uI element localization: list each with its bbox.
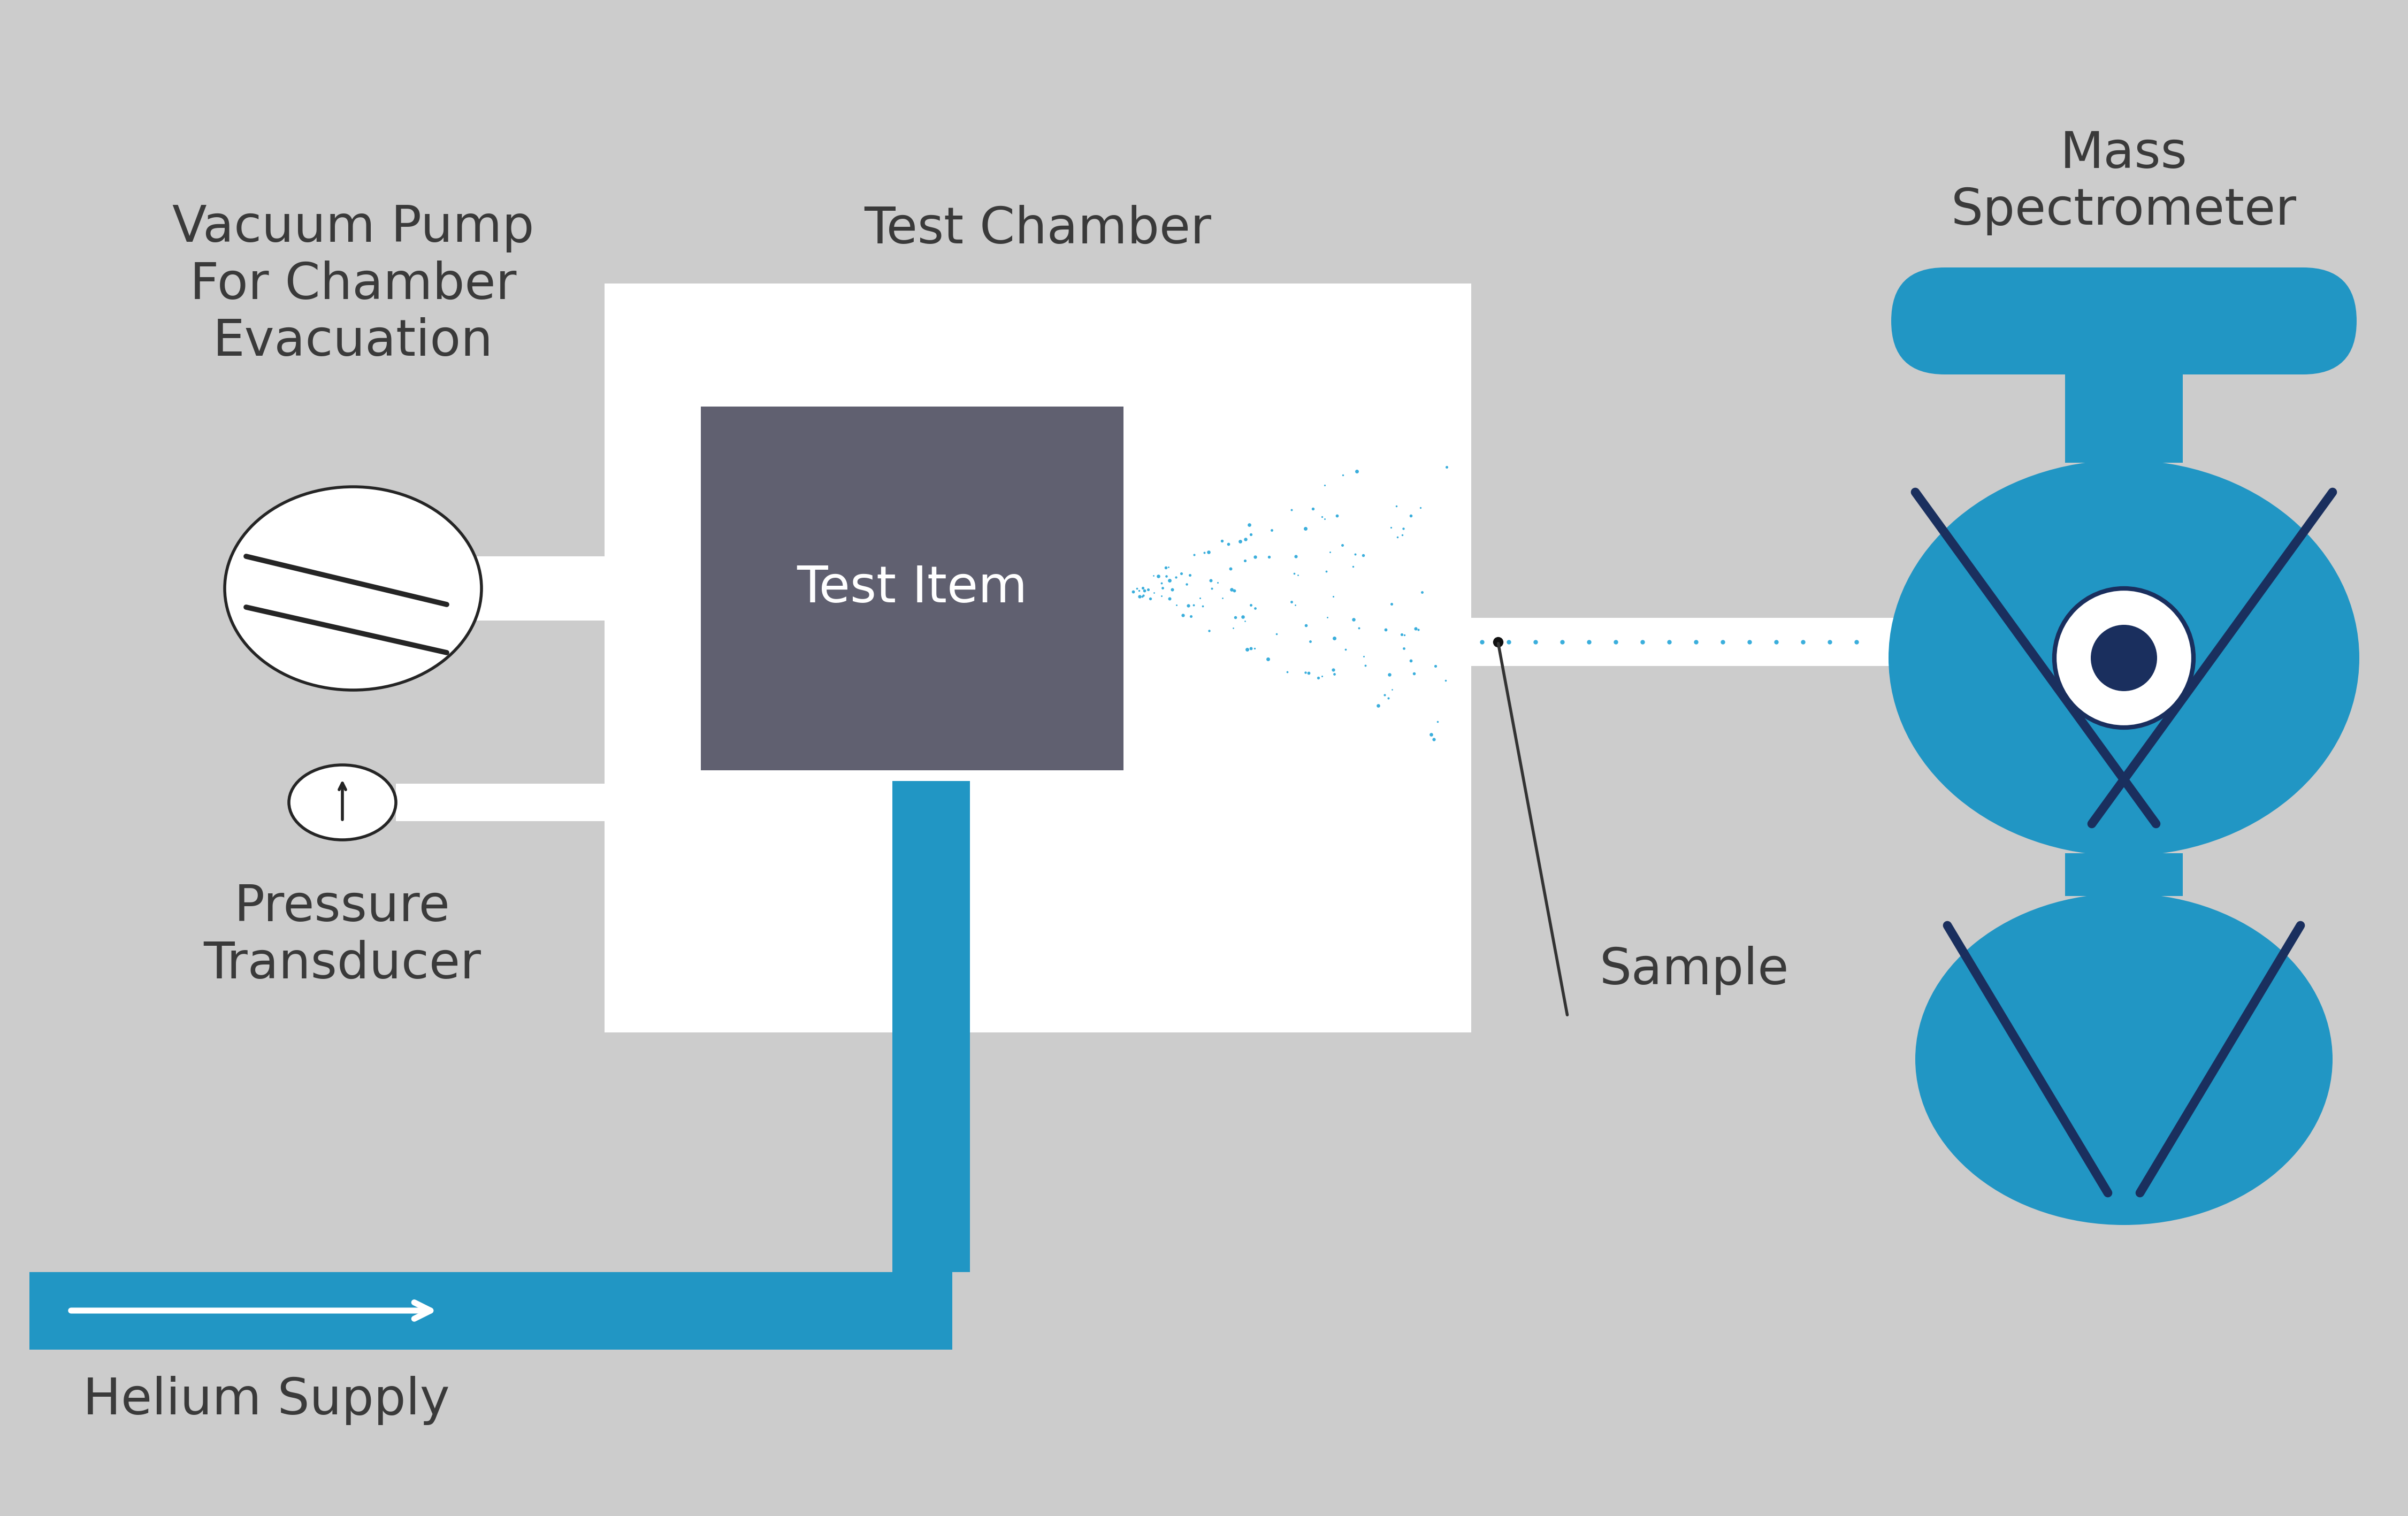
Bar [701,406,1125,770]
Ellipse shape [1914,893,2333,1225]
Ellipse shape [224,487,482,690]
Bar [893,781,970,1272]
Text: Pressure
Transducer: Pressure Transducer [205,882,482,988]
Ellipse shape [1888,459,2360,857]
Circle shape [2090,625,2158,691]
Bar [604,283,1471,1032]
Text: Test Item: Test Item [797,564,1028,612]
Bar [2066,854,2182,896]
Bar [477,556,607,620]
Bar [2066,371,2182,462]
Text: Test Chamber: Test Chamber [864,205,1211,255]
Bar [1471,619,1905,666]
Text: Mass
Spectrometer: Mass Spectrometer [1950,129,2297,235]
Ellipse shape [289,766,395,840]
Text: Sample: Sample [1599,946,1789,994]
Text: Helium Supply: Helium Supply [82,1377,450,1425]
Bar [29,1272,951,1349]
FancyBboxPatch shape [1890,267,2357,374]
Text: Vacuum Pump
For Chamber
Evacuation: Vacuum Pump For Chamber Evacuation [171,203,535,367]
Bar [395,784,607,822]
Circle shape [2054,588,2194,728]
